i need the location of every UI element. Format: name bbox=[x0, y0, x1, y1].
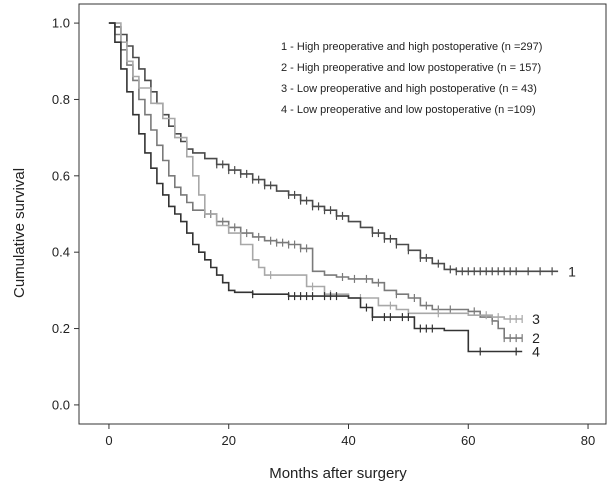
series-end-label: 2 bbox=[532, 330, 540, 346]
y-axis-title: Cumulative survival bbox=[11, 168, 28, 298]
legend: 1 - High preoperative and high postopera… bbox=[281, 41, 542, 116]
y-tick-label: 1.0 bbox=[52, 16, 70, 31]
legend-entry: 4 - Low preoperative and low postoperati… bbox=[281, 104, 536, 116]
y-tick-label: 0.2 bbox=[52, 321, 70, 336]
y-tick-label: 0.0 bbox=[52, 397, 70, 412]
series-4: 4 bbox=[108, 22, 540, 359]
x-tick-label: 0 bbox=[105, 433, 112, 448]
x-axis-title: Months after surgery bbox=[269, 465, 407, 482]
axes: 0 20 40 60 80 0.0 0.2 0.4 0.6 0.8 1.0 bbox=[52, 3, 607, 448]
x-tick-label: 40 bbox=[341, 433, 355, 448]
legend-entry: 1 - High preoperative and high postopera… bbox=[281, 41, 542, 53]
y-tick-label: 0.6 bbox=[52, 168, 70, 183]
x-tick-label: 20 bbox=[221, 433, 235, 448]
series-lines: 1 2 3 4 bbox=[108, 22, 576, 359]
series-4-line bbox=[108, 22, 523, 353]
series-3-line bbox=[108, 22, 523, 320]
legend-entry: 3 - Low preoperative and high postoperat… bbox=[281, 83, 537, 95]
legend-entry: 2 - High preoperative and low postoperat… bbox=[281, 62, 541, 74]
x-tick-label: 80 bbox=[581, 433, 595, 448]
y-tick-label: 0.4 bbox=[52, 245, 70, 260]
series-1-line bbox=[108, 22, 559, 273]
series-2: 2 bbox=[108, 22, 540, 346]
y-tick-label: 0.8 bbox=[52, 92, 70, 107]
series-end-label: 3 bbox=[532, 311, 540, 327]
series-end-label: 1 bbox=[568, 263, 576, 279]
plot-frame bbox=[78, 3, 607, 425]
series-end-label: 4 bbox=[532, 343, 540, 359]
x-tick-label: 60 bbox=[461, 433, 475, 448]
series-1: 1 bbox=[108, 22, 576, 279]
